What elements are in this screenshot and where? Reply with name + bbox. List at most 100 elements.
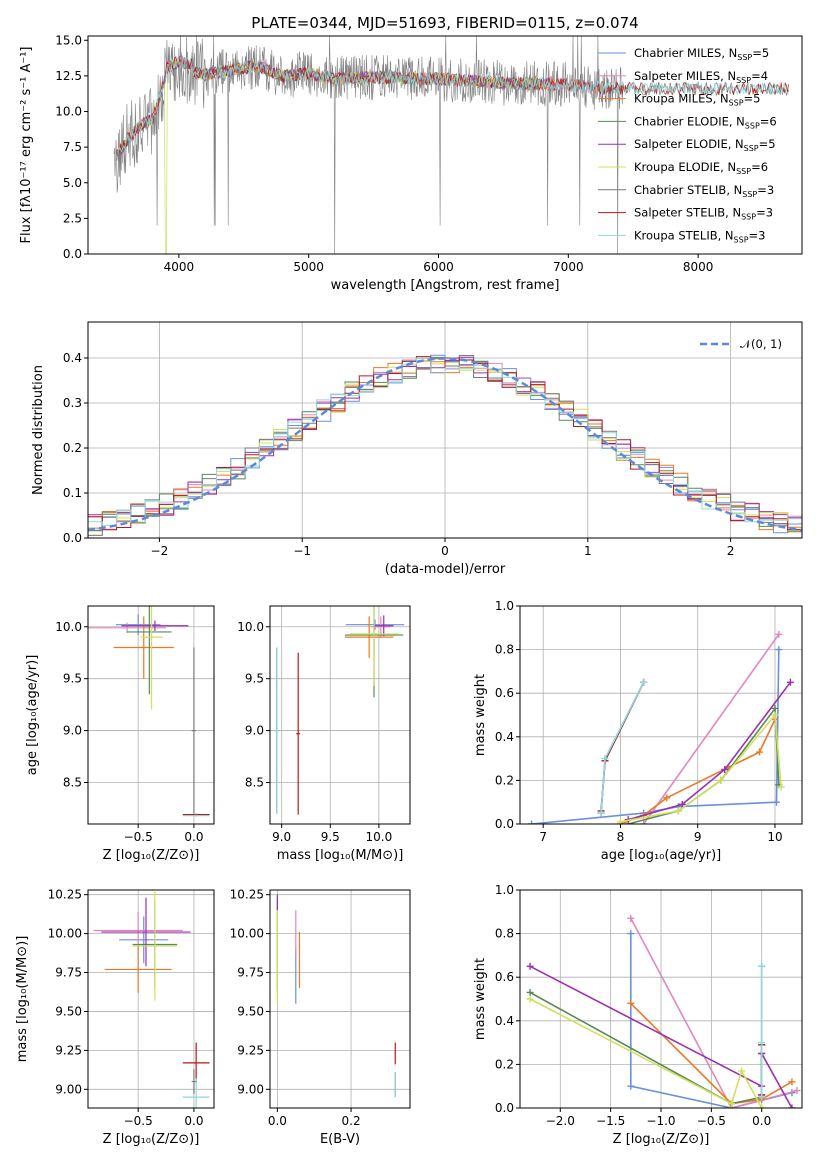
y-tick-label: 1.0	[495, 599, 514, 613]
series-salpeter-stelib	[597, 678, 648, 815]
series-line	[627, 681, 792, 821]
series-line	[600, 681, 645, 814]
x-tick-label: −2.0	[546, 1114, 575, 1128]
x-axis-label: Z [log₁₀(Z/Z⊙)]	[103, 848, 200, 863]
axes-frame	[519, 605, 803, 825]
errorbar-point-salpeter-miles	[93, 911, 183, 950]
legend-label-base: Kroupa MILES, N	[634, 92, 729, 106]
y-tick-label: 10.25	[48, 888, 82, 902]
legend-label: Kroupa STELIB, NSSP=3	[634, 228, 765, 244]
plot-area	[88, 890, 214, 1108]
errorbar-point-chabrier-miles	[119, 916, 169, 964]
y-tick-label: 10.0	[237, 620, 264, 634]
errorbar-point-kroupa-stelib	[182, 814, 210, 817]
y-tick-label: 9.00	[237, 1082, 264, 1096]
series-marker	[788, 1078, 796, 1086]
series-kroupa-elodie	[526, 995, 766, 1108]
x-tick-label: −0.5	[124, 1114, 153, 1128]
errorbar-point-kroupa-miles	[113, 616, 174, 679]
series-line	[630, 1002, 793, 1105]
series-salpeter-miles	[640, 630, 783, 824]
legend-label-tail: =3	[756, 206, 773, 220]
legend-label-tail: =3	[757, 183, 774, 197]
y-tick-label: 9.50	[237, 1004, 264, 1018]
legend-label: Chabrier MILES, NSSP=5	[634, 46, 769, 62]
x-tick-label: 0.0	[184, 830, 203, 844]
series-marker	[758, 962, 766, 970]
errorbar-point-chabrier-stelib	[191, 1069, 197, 1094]
legend-label-base: Chabrier STELIB, N	[634, 183, 742, 197]
series-marker	[640, 820, 648, 824]
legend-label-sub: SSP	[736, 167, 751, 176]
y-tick-label: 10.0	[55, 105, 82, 119]
legend-label-sub: SSP	[742, 190, 757, 199]
axes-frame	[269, 605, 411, 825]
y-tick-label: 10.0	[55, 620, 82, 634]
y-tick-label: 9.25	[55, 1043, 82, 1057]
series-marker	[758, 1039, 766, 1047]
y-tick-label: 8.5	[245, 775, 264, 789]
y-tick-label: 9.50	[55, 1004, 82, 1018]
axes-front: −2.0 −1.5 −1.0 −0.5 0.0 0.0 0.2 0.4 0.6 0.8 1.0 Z […	[473, 883, 803, 1147]
plot-area	[270, 890, 410, 1108]
x-tick-label: 9	[694, 830, 702, 844]
y-tick-label: 0.0	[63, 531, 82, 545]
x-tick-label: 2	[727, 544, 735, 558]
series-marker	[773, 798, 781, 806]
y-tick-label: 12.5	[55, 69, 82, 83]
series-salpeter-miles	[627, 914, 801, 1108]
errorbar-point-salpeter-elodie	[374, 615, 394, 637]
errorbar-point-kroupa-miles	[104, 946, 172, 993]
y-tick-label: 9.75	[55, 966, 82, 980]
y-tick-label: 10.00	[230, 927, 264, 941]
series-marker	[526, 988, 534, 996]
x-tick-label: 10	[767, 830, 782, 844]
series-line	[600, 681, 645, 814]
chart-title: PLATE=0344, MJD=51693, FIBERID=0115, z=0…	[251, 14, 638, 32]
normal-curve	[88, 357, 802, 532]
x-axis-label: age [log₁₀(age/yr)]	[601, 848, 722, 863]
plot-area	[520, 606, 802, 824]
panel-mass_vs_Z: −0.5 0.0 9.00 9.25 9.50 9.75 10.00 10.25 Z [log₁…	[15, 888, 215, 1147]
y-tick-label: 0.0	[495, 1101, 514, 1115]
series-line	[642, 633, 780, 824]
legend-label-tail: =5	[752, 46, 769, 60]
x-tick-label: 4000	[164, 260, 195, 274]
x-tick-label: −1	[293, 544, 311, 558]
errorbar-point-kroupa-elodie	[132, 891, 178, 1001]
series-marker	[728, 1100, 735, 1108]
legend-label-base: Chabrier MILES, N	[634, 46, 737, 60]
y-tick-label: 1.0	[495, 883, 514, 897]
panel-weight_vs_age: 7 8 9 10 0.0 0.2 0.4 0.6 0.8 1.0 age [log₁₀(age/yr…	[473, 599, 803, 863]
series-marker	[758, 1104, 766, 1108]
plot-area	[270, 606, 410, 824]
y-axis-label: mass weight	[473, 958, 488, 1040]
x-tick-label: −2	[151, 544, 169, 558]
legend-label-tail: =6	[760, 114, 777, 128]
y-tick-label: 0.8	[495, 927, 514, 941]
y-tick-label: 0.0	[63, 247, 82, 261]
legend-label: Kroupa MILES, NSSP=5	[634, 92, 760, 108]
legend-label-sub: SSP	[734, 235, 749, 244]
y-tick-label: 5.0	[63, 176, 82, 190]
series-line	[529, 998, 763, 1108]
axes-front: 4000 5000 6000 7000 8000 0.0 2.5 5.0 7.5 10.0 12.5…	[19, 33, 803, 293]
y-tick-label: 9.00	[55, 1082, 82, 1096]
errorbar-point-kroupa-miles	[344, 616, 394, 658]
series-kroupa-stelib	[597, 678, 648, 817]
y-axis-label: age [log₁₀(age/yr)]	[25, 655, 40, 776]
axes-front: −2 −1 0 1 2 0.0 0.1 0.2 0.3 0.4 (data-model)/error…	[31, 321, 803, 577]
panel-residuals: −2 −1 0 1 2 0.0 0.1 0.2 0.3 0.4 (data-model)/error…	[31, 321, 803, 577]
model-spectrum-kroupa-stelib	[116, 56, 789, 159]
series-marker	[601, 755, 609, 763]
series-marker	[678, 800, 686, 808]
series-marker	[597, 809, 605, 817]
plot-area	[88, 322, 802, 538]
y-tick-label: 8.5	[63, 775, 82, 789]
x-tick-label: 8	[617, 830, 625, 844]
series-kroupa-elodie	[616, 711, 785, 824]
series-marker	[663, 794, 671, 802]
errorbar-point-kroupa-stelib	[274, 647, 279, 814]
y-tick-label: 9.0	[245, 724, 264, 738]
